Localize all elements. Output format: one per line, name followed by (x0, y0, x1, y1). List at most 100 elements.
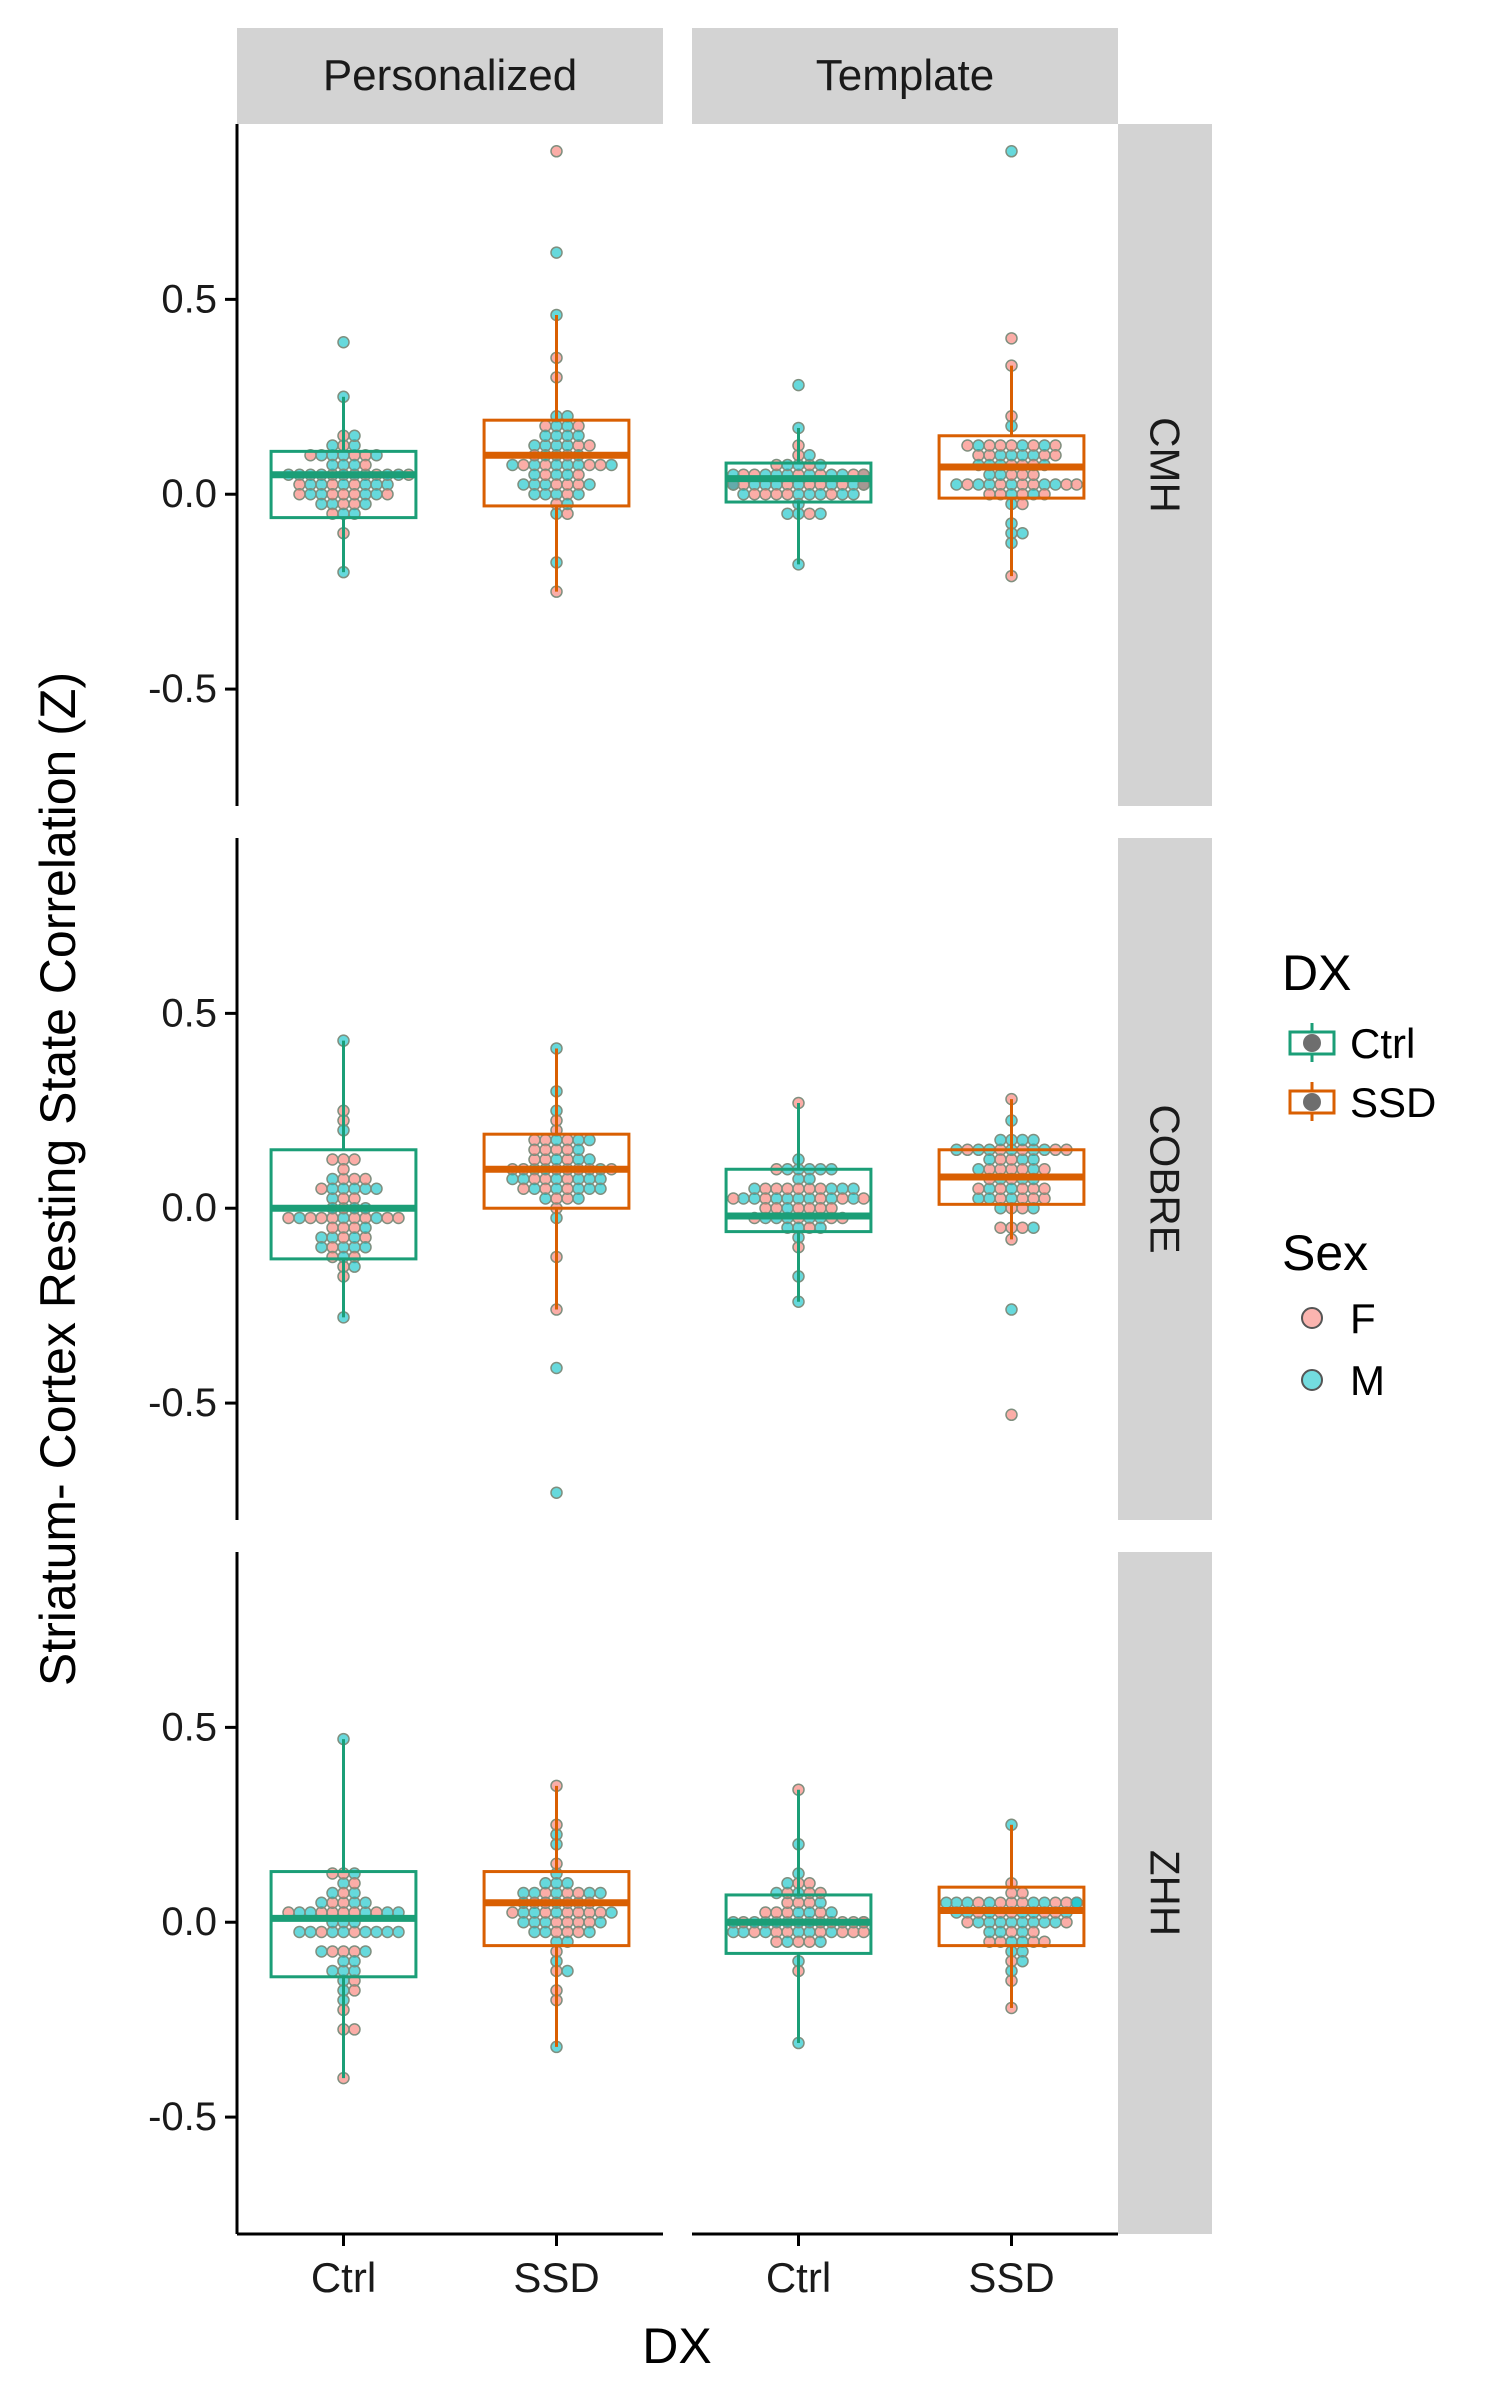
point-zhh-personalized-ctrl (337, 1925, 350, 1939)
point-zhh-personalized-ssd (506, 1906, 519, 1919)
point-zhh-personalized-ctrl (337, 1954, 350, 1968)
point-cmh-template-ssd (961, 478, 974, 491)
point-cobre-template-ctrl (792, 1182, 805, 1195)
point-zhh-personalized-ctrl (315, 1945, 328, 1958)
point-cmh-template-ctrl (737, 487, 750, 501)
point-cmh-template-ssd (1060, 478, 1073, 491)
point-zhh-personalized-ssd (572, 1925, 585, 1939)
y-axis-title: Striatum- Cortex Resting State Correlati… (30, 672, 86, 1686)
point-zhh-personalized-ctrl (392, 1925, 405, 1939)
box-zhh-personalized-ssd (482, 1870, 631, 1948)
point-cobre-template-ssd (1027, 1133, 1040, 1147)
point-zhh-template-ssd (1016, 1954, 1029, 1968)
point-cobre-template-ssd (994, 1133, 1007, 1147)
point-zhh-template-ctrl (770, 1886, 783, 1900)
point-zhh-template-ssd (1070, 1896, 1083, 1909)
point-cmh-personalized-ssd (572, 468, 585, 481)
legend-key-ctrl (1288, 1023, 1336, 1062)
point-zhh-template-ssd (994, 1925, 1007, 1939)
point-cobre-template-ctrl (857, 1192, 870, 1205)
point-cmh-personalized-ctrl (293, 487, 306, 501)
legend-title-sex: Sex (1282, 1225, 1368, 1281)
point-zhh-template-ctrl (792, 1935, 805, 1948)
point-cobre-template-ctrl (781, 1182, 794, 1195)
point-zhh-template-ssd (1016, 1886, 1029, 1900)
x-tick-label-template: SSD (968, 2254, 1054, 2301)
facet-strip-row-2 (1118, 838, 1212, 1520)
point-cobre-template-ssd (1016, 1221, 1029, 1234)
point-cmh-template-ctrl (814, 507, 827, 520)
point-zhh-template-ctrl (803, 1935, 816, 1948)
facet-label-col-2: Template (816, 51, 995, 100)
point-cobre-personalized-ssd (572, 1192, 585, 1205)
y-tick-label-zhh: 0.0 (161, 1900, 217, 1944)
point-zhh-template-ctrl (814, 1886, 827, 1900)
point-zhh-personalized-ssd (561, 1964, 574, 1978)
point-cmh-template-ssd (1049, 449, 1062, 462)
point-cmh-personalized-ctrl (381, 487, 394, 501)
x-axis-title: DX (642, 2318, 711, 2374)
facet-strip-row-3 (1118, 1552, 1212, 2234)
point-cobre-personalized-ssd (539, 1143, 552, 1157)
point-cmh-template-ssd (1070, 478, 1083, 491)
point-cobre-personalized-ctrl (337, 1192, 350, 1205)
point-cmh-personalized-ctrl (326, 439, 339, 452)
point-cobre-personalized-ssd (528, 1182, 541, 1195)
point-zhh-personalized-ctrl (304, 1925, 317, 1939)
point-cobre-template-ssd (994, 1221, 1007, 1234)
y-tick-label-cmh: 0.5 (161, 277, 217, 321)
point-zhh-personalized-ssd (561, 1877, 574, 1890)
point-cobre-personalized-ssd (550, 1133, 563, 1147)
point-cmh-personalized-ssd (572, 429, 585, 443)
point-cobre-personalized-ssd (561, 1182, 574, 1195)
point-cobre-template-ctrl (770, 1201, 783, 1215)
point-cmh-template-ctrl (803, 487, 816, 501)
point-cmh-personalized-ssd (517, 478, 530, 491)
point-zhh-personalized-ssd (605, 1906, 618, 1919)
point-cobre-template-ctrl (792, 1201, 805, 1215)
point-zhh-personalized-ssd (517, 1915, 530, 1929)
point-cobre-template-ssd (1016, 1182, 1029, 1195)
point-cobre-template-ssd (1027, 1221, 1040, 1234)
point-cmh-template-ctrl (770, 458, 783, 472)
point-cobre-personalized-ssd (550, 1153, 563, 1166)
point-zhh-template-ssd (1060, 1915, 1073, 1929)
point-zhh-personalized-ssd (572, 1906, 585, 1919)
point-cmh-personalized-ctrl (315, 497, 328, 511)
facet-strip-col-1 (237, 28, 663, 124)
point-zhh-personalized-ssd (550, 1925, 563, 1939)
point-cobre-template-ctrl (803, 1201, 816, 1215)
point-cobre-personalized-ssd (550, 1192, 563, 1205)
point-cmh-personalized-ctrl (337, 335, 350, 349)
point-cmh-personalized-ssd (550, 145, 563, 158)
point-zhh-personalized-ssd (528, 1906, 541, 1919)
point-zhh-personalized-ctrl (326, 1945, 339, 1958)
point-cmh-template-ctrl (814, 487, 827, 501)
point-zhh-personalized-ctrl (337, 1886, 350, 1900)
panel-cobre-personalized (269, 1034, 631, 1499)
legend-key-male (1301, 1369, 1323, 1391)
point-cobre-template-ssd (1027, 1153, 1040, 1166)
point-cmh-personalized-ssd (550, 429, 563, 443)
legend-label-female: F (1350, 1295, 1376, 1342)
point-zhh-personalized-ssd (594, 1886, 607, 1900)
point-cobre-personalized-ssd (550, 1486, 563, 1499)
panel-cobre-template (724, 1092, 1086, 1422)
point-cobre-personalized-ctrl (348, 1153, 361, 1166)
point-cmh-template-ssd (1049, 478, 1062, 491)
point-cobre-personalized-ctrl (359, 1240, 372, 1254)
facet-label-row-1: CMH (1142, 417, 1189, 513)
point-cobre-personalized-ctrl (315, 1182, 328, 1195)
point-zhh-personalized-ctrl (359, 1896, 372, 1909)
point-cmh-personalized-ssd (539, 429, 552, 443)
point-cobre-template-ctrl (847, 1192, 860, 1205)
point-cmh-template-ssd (1016, 497, 1029, 511)
point-cmh-personalized-ctrl (359, 458, 372, 472)
point-cmh-template-ctrl (770, 487, 783, 501)
point-cmh-template-ctrl (759, 487, 772, 501)
point-cobre-template-ctrl (803, 1172, 816, 1186)
panel-cmh-template (724, 145, 1086, 583)
point-cmh-template-ssd (1005, 439, 1018, 452)
point-cmh-personalized-ssd (561, 497, 574, 511)
point-cmh-personalized-ssd (583, 458, 596, 472)
